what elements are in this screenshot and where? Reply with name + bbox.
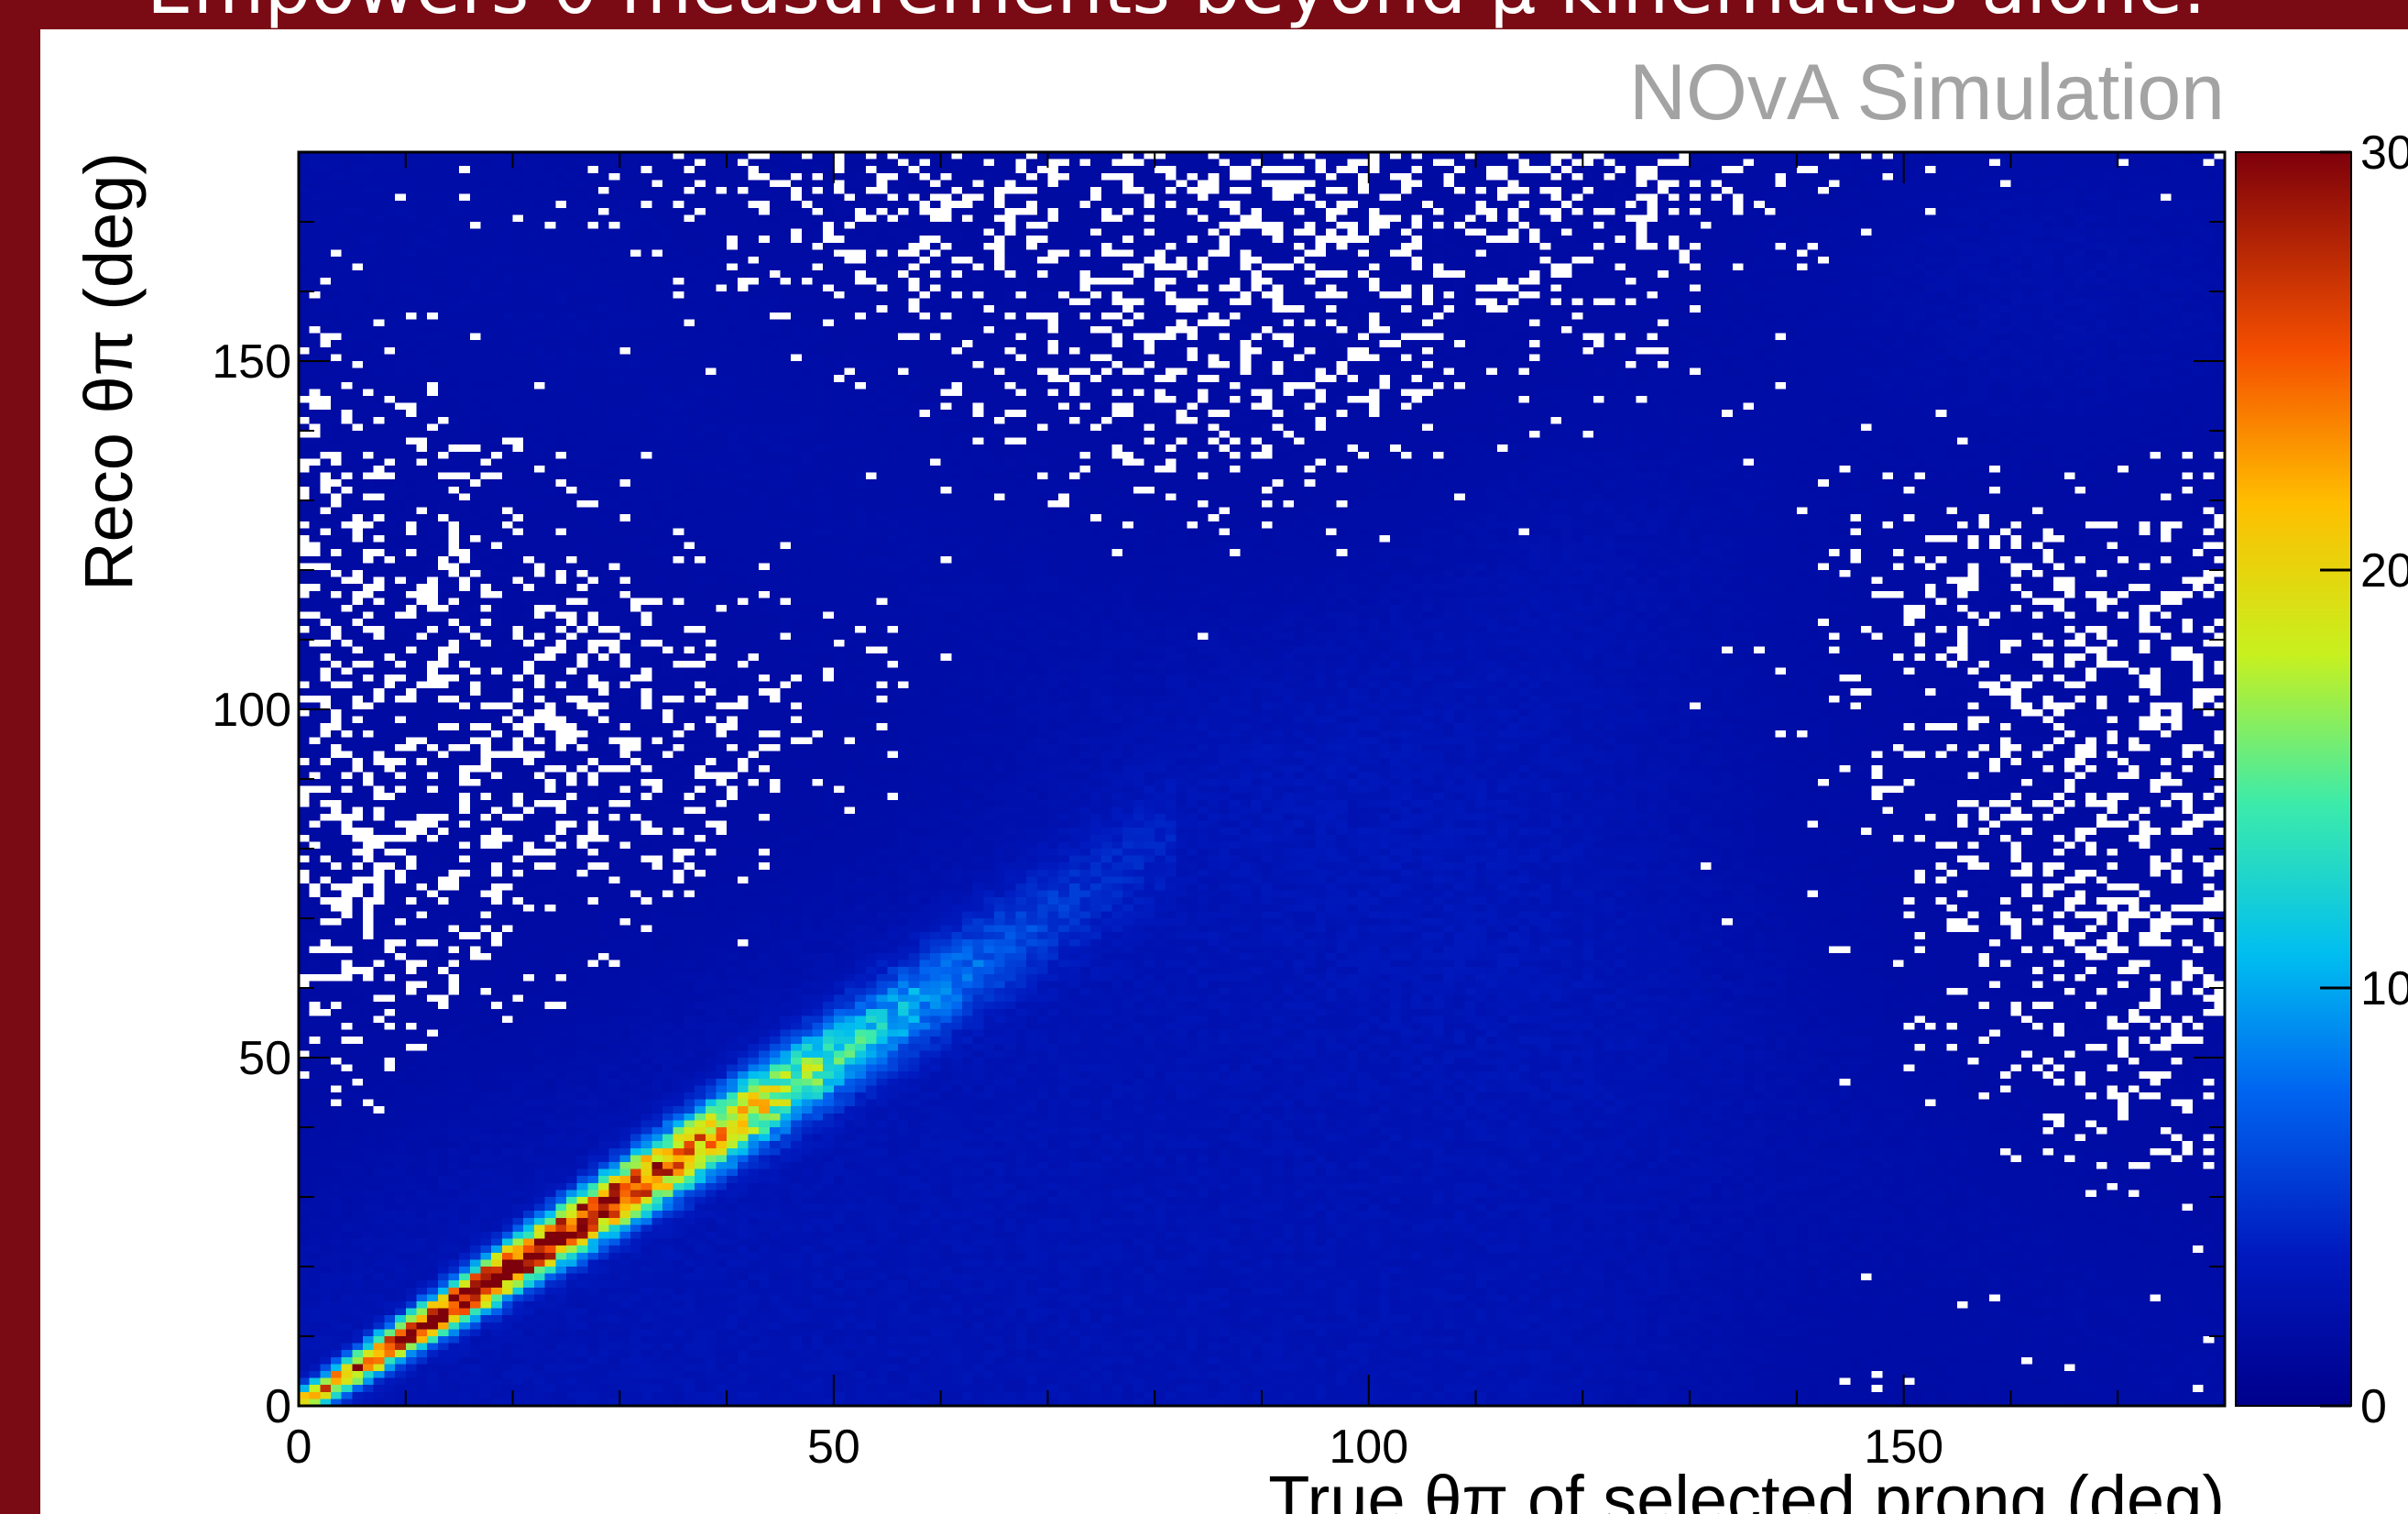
y-tick-label: 0 <box>265 1380 291 1433</box>
x-axis-label: True θπ of selected prong (deg) <box>1268 1462 2225 1514</box>
y-tick-label: 150 <box>212 335 291 389</box>
slide-title: Empowers θ measurements beyond μ kinemat… <box>147 0 2392 29</box>
x-tick-label: 100 <box>1329 1421 1408 1474</box>
colorbar-tick-label: 100 <box>2360 962 2408 1015</box>
colorbar-tick-label: 300 <box>2360 126 2408 180</box>
x-tick-label: 0 <box>286 1421 312 1474</box>
colorbar <box>2236 152 2351 1406</box>
x-tick-label: 150 <box>1864 1421 1943 1474</box>
y-tick-label: 100 <box>212 684 291 737</box>
chart-title: NOvA Simulation <box>1629 49 2225 137</box>
heatmap-bins <box>299 152 2225 1406</box>
colorbar-frame <box>2235 151 2352 1407</box>
colorbar-tick-label: 0 <box>2360 1380 2387 1433</box>
y-tick-label: 50 <box>238 1032 291 1085</box>
plot-panel: 0 50 100 150 0 50 100 150 True θπ of selected pr… <box>40 29 2408 1514</box>
x-tick-label: 50 <box>807 1421 860 1474</box>
y-axis-label: Reco θπ (deg) <box>71 152 147 591</box>
colorbar-tick-label: 200 <box>2360 544 2408 598</box>
